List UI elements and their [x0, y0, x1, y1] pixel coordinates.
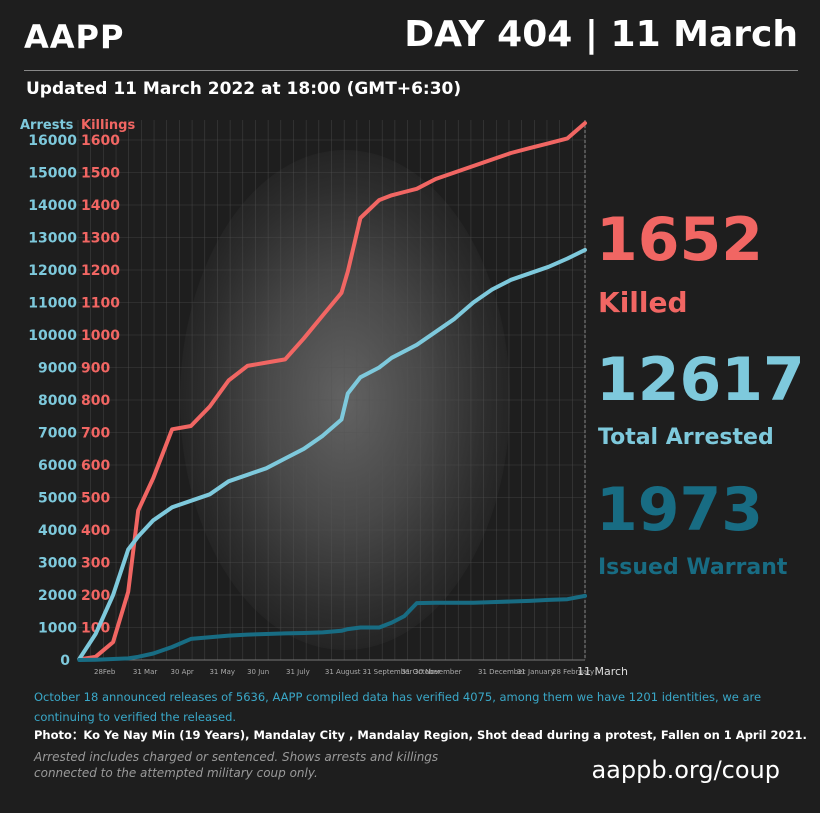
- killed-count: 1652: [596, 205, 763, 275]
- arrests-tick-label: 9000: [38, 361, 77, 377]
- arrested-label: Total Arrested: [598, 425, 774, 450]
- disclaimer: Arrested includes charged or sentenced. …: [34, 750, 439, 780]
- website-link[interactable]: aappb.org/coup: [591, 756, 780, 784]
- killings-tick-label: 1000: [81, 328, 120, 344]
- x-tick-label: 30 Jun: [247, 668, 269, 676]
- arrests-axis-title: Arrests: [20, 118, 74, 133]
- arrests-tick-label: 13000: [28, 231, 77, 247]
- x-tick-label: 31 July: [286, 668, 310, 676]
- killings-axis-title: Killings: [81, 118, 135, 133]
- release-note: October 18 announced releases of 5636, A…: [34, 690, 762, 724]
- series-line-killings: [77, 121, 587, 662]
- killed-label: Killed: [598, 286, 688, 319]
- arrests-tick-label: 0: [60, 653, 70, 669]
- x-tick-label: 31 December: [478, 668, 526, 676]
- killings-tick-label: 400: [81, 523, 110, 539]
- x-tick-label: 31 September: [363, 668, 413, 676]
- killings-tick-label: 300: [81, 556, 110, 572]
- arrests-tick-label: 10000: [28, 328, 77, 344]
- x-tick-label: 28Feb: [94, 668, 116, 676]
- arrests-tick-label: 8000: [38, 393, 77, 409]
- brand-logo: AAPP: [24, 18, 125, 56]
- killings-tick-label: 700: [81, 426, 110, 442]
- x-tick-label: 11 March: [577, 665, 628, 678]
- x-tick-label: 30 November: [414, 668, 462, 676]
- arrests-tick-label: 2000: [38, 588, 77, 604]
- arrests-tick-label: 6000: [38, 458, 77, 474]
- x-tick-label: 30 Apr: [171, 668, 194, 676]
- arrests-tick-label: 3000: [38, 556, 77, 572]
- killings-tick-label: 600: [81, 458, 110, 474]
- killings-tick-label: 1400: [81, 198, 120, 214]
- x-tick-label: 31 August: [325, 668, 361, 676]
- warrant-count: 1973: [596, 475, 763, 545]
- header-divider: [24, 70, 798, 71]
- arrests-tick-label: 14000: [28, 198, 77, 214]
- arrests-tick-label: 12000: [28, 263, 77, 279]
- series-line-arrests: [77, 247, 587, 661]
- killings-tick-label: 1200: [81, 263, 120, 279]
- x-tick-label: 31 October: [401, 668, 440, 676]
- killings-tick-label: 1300: [81, 231, 120, 247]
- x-tick-label: 28 February: [552, 668, 594, 676]
- x-tick-label: 31 May: [209, 668, 235, 676]
- killings-tick-label: 1500: [81, 166, 120, 182]
- photo-caption: Photo：Ko Ye Nay Min (19 Years), Mandalay…: [34, 728, 807, 742]
- updated-timestamp: Updated 11 March 2022 at 18:00 (GMT+6:30…: [26, 79, 462, 99]
- x-tick-label: 31 Mar: [133, 668, 157, 676]
- killings-tick-label: 200: [81, 588, 110, 604]
- killings-tick-label: 1100: [81, 296, 120, 312]
- arrests-tick-label: 1000: [38, 621, 77, 637]
- series-line-issued-warrant: [77, 593, 587, 662]
- warrant-label: Issued Warrant: [598, 555, 788, 580]
- killings-tick-label: 500: [81, 491, 110, 507]
- killings-tick-label: 900: [81, 361, 110, 377]
- killings-tick-label: 100: [81, 621, 110, 637]
- arrests-tick-label: 4000: [38, 523, 77, 539]
- arrests-tick-label: 15000: [28, 166, 77, 182]
- arrests-tick-label: 11000: [28, 296, 77, 312]
- x-tick-label: 31 January: [517, 668, 555, 676]
- arrests-tick-label: 16000: [28, 133, 77, 149]
- arrests-tick-label: 7000: [38, 426, 77, 442]
- arrests-tick-label: 5000: [38, 491, 77, 507]
- killings-tick-label: 800: [81, 393, 110, 409]
- day-title: DAY 404 | 11 March: [404, 14, 798, 55]
- killings-tick-label: 1600: [81, 133, 120, 149]
- arrested-count: 12617: [596, 345, 805, 415]
